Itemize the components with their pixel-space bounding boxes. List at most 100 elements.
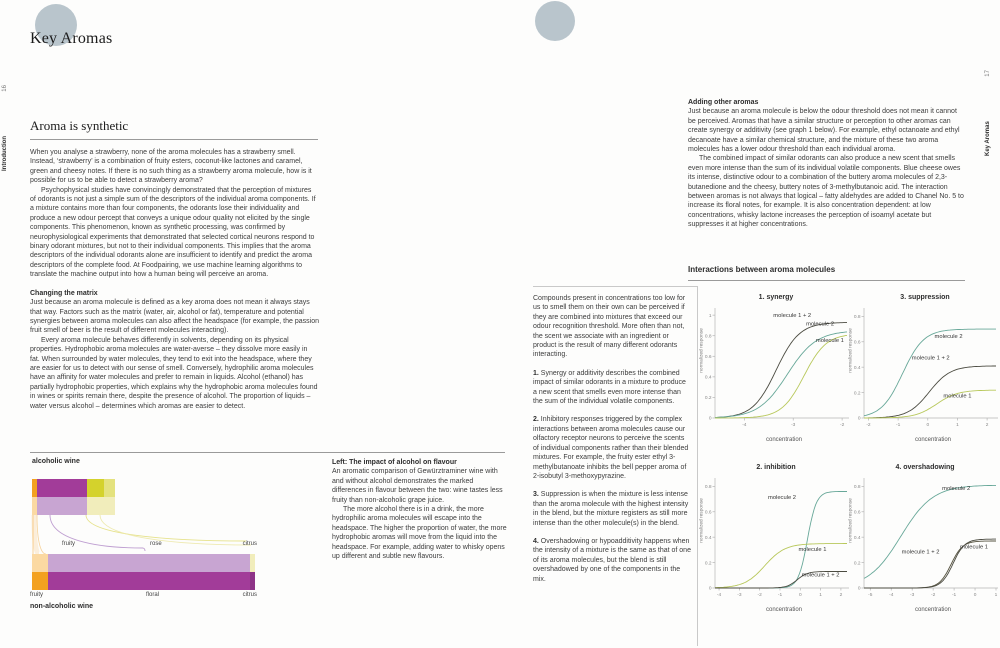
svg-text:-3: -3 bbox=[910, 592, 915, 598]
svg-text:0: 0 bbox=[709, 586, 712, 592]
sankey-node-label: citrus bbox=[242, 541, 257, 547]
svg-text:0.8: 0.8 bbox=[705, 333, 712, 339]
charts-section-heading: Interactions between aroma molecules bbox=[688, 265, 836, 274]
svg-text:1: 1 bbox=[995, 592, 998, 598]
svg-text:0.4: 0.4 bbox=[854, 365, 861, 371]
svg-text:1: 1 bbox=[709, 313, 712, 319]
chart-overshadowing: 4. overshadowing -5 -4 -3 -2 -1 0 1 0 0.2 0.4 0.6 0.… bbox=[848, 456, 1000, 628]
notes-intro: Compounds present in concentrations too … bbox=[533, 295, 686, 359]
svg-text:1: 1 bbox=[819, 592, 822, 598]
sankey-node-label: fruity bbox=[62, 541, 76, 547]
paragraph: Every aroma molecule behaves differently… bbox=[30, 336, 318, 410]
svg-text:-5: -5 bbox=[868, 592, 873, 598]
sankey-node-label: floral bbox=[146, 592, 160, 598]
svg-text:0.2: 0.2 bbox=[854, 390, 861, 396]
svg-text:-2: -2 bbox=[931, 592, 936, 598]
page-number-left: 16 bbox=[2, 85, 8, 92]
svg-text:-4: -4 bbox=[742, 422, 747, 428]
svg-text:molecule 2: molecule 2 bbox=[768, 495, 796, 501]
page-number-right: 17 bbox=[985, 70, 991, 77]
svg-text:0.4: 0.4 bbox=[705, 375, 712, 381]
sub-heading: Changing the matrix bbox=[30, 289, 98, 297]
margin-chapter: Introduction bbox=[2, 136, 8, 171]
svg-text:molecule 1 + 2: molecule 1 + 2 bbox=[802, 573, 840, 579]
svg-text:molecule 1 + 2: molecule 1 + 2 bbox=[773, 313, 811, 319]
y-axis-label: normalized response bbox=[848, 328, 854, 373]
heading-rule bbox=[30, 139, 318, 140]
svg-text:-4: -4 bbox=[889, 592, 894, 598]
paragraph: Just because an aroma molecule is below … bbox=[688, 108, 960, 154]
note-item: 3. Suppression is when the mixture is le… bbox=[533, 491, 689, 527]
svg-text:0: 0 bbox=[974, 592, 977, 598]
svg-text:molecule 1: molecule 1 bbox=[798, 547, 826, 553]
x-axis-label: concentration bbox=[914, 437, 952, 443]
svg-text:0.4: 0.4 bbox=[705, 535, 712, 541]
svg-text:molecule 1: molecule 1 bbox=[816, 338, 844, 344]
paragraph: Psychophysical studies have convincingly… bbox=[30, 186, 316, 279]
notes-column: Compounds present in concentrations too … bbox=[533, 286, 698, 646]
sankey-node-label: fruity bbox=[30, 592, 44, 598]
svg-text:molecule 1 + 2: molecule 1 + 2 bbox=[912, 356, 950, 362]
paragraph: Just because an aroma molecule is define… bbox=[30, 299, 319, 335]
caption-title: Left: The impact of alcohol on flavour bbox=[332, 459, 457, 466]
svg-text:-3: -3 bbox=[737, 592, 742, 598]
svg-text:2: 2 bbox=[840, 592, 843, 598]
svg-text:molecule 1 + 2: molecule 1 + 2 bbox=[902, 550, 940, 556]
svg-text:-2: -2 bbox=[866, 422, 871, 428]
paragraph: The combined impact of similar odorants … bbox=[688, 155, 964, 229]
y-axis-label: normalized response bbox=[699, 498, 705, 543]
main-text-column: When you analyse a strawberry, none of t… bbox=[30, 148, 319, 411]
x-axis-label: concentration bbox=[914, 607, 952, 613]
paragraph: When you analyse a strawberry, none of t… bbox=[30, 149, 312, 185]
chapter-dot-right bbox=[535, 1, 575, 41]
svg-text:0.8: 0.8 bbox=[854, 314, 861, 320]
caption-paragraph: The more alcohol there is in a drink, th… bbox=[332, 506, 507, 561]
note-item: 1. Synergy or additivity describes the c… bbox=[533, 369, 686, 406]
svg-text:0.6: 0.6 bbox=[854, 509, 861, 515]
svg-text:-3: -3 bbox=[791, 422, 796, 428]
sankey-top-title: alcoholic wine bbox=[32, 458, 80, 465]
charts-heading-rule bbox=[688, 280, 965, 281]
svg-text:0.6: 0.6 bbox=[705, 354, 712, 360]
page-title: Key Aromas bbox=[30, 30, 113, 47]
chart-synergy: 1. synergy -4 -3 -2 0 0.2 0.4 0.6 0.8 1 molecule 1… bbox=[699, 286, 853, 458]
x-axis-label: concentration bbox=[765, 437, 803, 443]
svg-text:0.4: 0.4 bbox=[854, 535, 861, 541]
sankey-node-label: citrus bbox=[242, 592, 257, 598]
svg-text:0.6: 0.6 bbox=[854, 339, 861, 345]
svg-text:1: 1 bbox=[956, 422, 959, 428]
sankey-node-label: rose bbox=[150, 541, 162, 547]
margin-chapter: Key Aromas bbox=[985, 121, 991, 156]
sub-heading: Adding other aromas bbox=[688, 99, 759, 106]
svg-text:0: 0 bbox=[709, 416, 712, 422]
note-item: 2. Inhibitory responses triggered by the… bbox=[533, 416, 689, 480]
note-item: 4. Overshadowing or hypoadditivity happe… bbox=[533, 537, 691, 583]
svg-text:molecule 2: molecule 2 bbox=[935, 334, 963, 340]
svg-text:-1: -1 bbox=[778, 592, 783, 598]
svg-text:0.2: 0.2 bbox=[705, 395, 712, 401]
svg-text:0.8: 0.8 bbox=[854, 484, 861, 490]
chart-title: 1. synergy bbox=[758, 294, 794, 301]
svg-text:0.8: 0.8 bbox=[705, 484, 712, 490]
svg-text:-2: -2 bbox=[758, 592, 763, 598]
x-axis-label: concentration bbox=[765, 607, 803, 613]
y-axis-label: normalized response bbox=[699, 328, 705, 373]
chart-suppression: 3. suppression -2 -1 0 1 2 0 0.2 0.4 0.6 0.8 molecu… bbox=[848, 286, 1000, 458]
svg-text:molecule 2: molecule 2 bbox=[806, 321, 834, 327]
y-axis-label: normalized response bbox=[848, 498, 854, 543]
wine-aroma-sankey-chart: alcoholic wine non-alcoholic wine fruity ro… bbox=[30, 452, 505, 625]
svg-text:0: 0 bbox=[858, 416, 861, 422]
caption-paragraph: An aromatic comparison of Gewürztraminer… bbox=[332, 468, 503, 504]
svg-text:0.2: 0.2 bbox=[705, 560, 712, 566]
svg-text:-1: -1 bbox=[952, 592, 957, 598]
svg-text:0.6: 0.6 bbox=[705, 509, 712, 515]
chapter-dot-left bbox=[35, 4, 77, 46]
svg-text:2: 2 bbox=[986, 422, 989, 428]
svg-text:-2: -2 bbox=[840, 422, 845, 428]
svg-text:0: 0 bbox=[799, 592, 802, 598]
svg-text:0: 0 bbox=[926, 422, 929, 428]
svg-text:-1: -1 bbox=[896, 422, 901, 428]
svg-text:molecule 1: molecule 1 bbox=[943, 394, 971, 400]
svg-text:-4: -4 bbox=[717, 592, 722, 598]
sankey-bottom-title: non-alcoholic wine bbox=[30, 603, 94, 610]
